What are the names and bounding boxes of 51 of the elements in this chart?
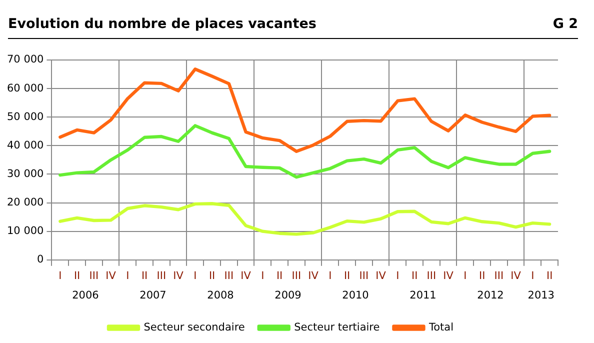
x-tick-label: IV xyxy=(510,270,522,282)
y-tick-label: 0 xyxy=(37,254,44,266)
x-tick-label: I xyxy=(328,270,332,282)
y-tick-label: 10 000 xyxy=(6,225,44,238)
text: 2011 xyxy=(410,289,436,302)
x-tick-label: III xyxy=(89,270,99,282)
text: 2012 xyxy=(477,289,504,302)
x-tick-label: III xyxy=(224,270,234,282)
x-tick-label: III xyxy=(156,270,166,282)
x-tick-label: IV xyxy=(376,270,387,282)
y-tick-label: 50 000 xyxy=(6,110,44,123)
text: 2007 xyxy=(140,289,166,302)
x-tick-label: II xyxy=(478,270,486,282)
text: 2013 xyxy=(528,289,554,302)
text: 2006 xyxy=(72,289,100,302)
y-tick-label: 30 000 xyxy=(6,168,44,180)
y-tick-label: 70 000 xyxy=(6,54,44,66)
x-tick-label: II xyxy=(208,270,216,282)
x-tick-label: I xyxy=(58,270,62,282)
text: 2009 xyxy=(274,289,302,302)
chart-title: Evolution du nombre de places vacantes xyxy=(8,16,316,32)
y-tick-label: 60 000 xyxy=(6,82,44,94)
legend-label: Total xyxy=(428,321,454,334)
x-tick-label: III xyxy=(494,270,504,282)
x-tick-label: II xyxy=(344,270,350,282)
x-tick-label: IV xyxy=(240,270,252,282)
x-tick-label: II xyxy=(276,270,283,282)
x-tick-label: I xyxy=(396,270,400,282)
legend-label: Secteur tertiaire xyxy=(294,321,380,334)
text: G 2 xyxy=(552,16,578,32)
x-tick-label: IV xyxy=(308,270,320,282)
x-tick-label: II xyxy=(141,270,148,282)
text: 2010 xyxy=(342,289,369,302)
x-tick-label: I xyxy=(261,270,264,282)
x-tick-label: I xyxy=(464,270,467,282)
y-tick-label: 20 000 xyxy=(6,196,44,209)
x-tick-label: II xyxy=(74,270,80,282)
x-tick-label: I xyxy=(194,270,197,282)
x-tick-label: III xyxy=(359,270,369,282)
x-tick-label: I xyxy=(126,270,130,282)
y-tick-label: 40 000 xyxy=(6,139,44,152)
x-tick-label: III xyxy=(426,270,436,282)
x-tick-label: IV xyxy=(106,270,117,282)
x-tick-label: IV xyxy=(443,270,454,282)
x-tick-label: II xyxy=(411,270,418,282)
x-tick-label: III xyxy=(292,270,302,282)
text: 2008 xyxy=(207,289,234,302)
x-tick-label: IV xyxy=(173,270,184,282)
x-tick-label: II xyxy=(546,270,553,282)
legend-label: Secteur secondaire xyxy=(144,321,245,334)
x-tick-label: I xyxy=(531,270,534,282)
